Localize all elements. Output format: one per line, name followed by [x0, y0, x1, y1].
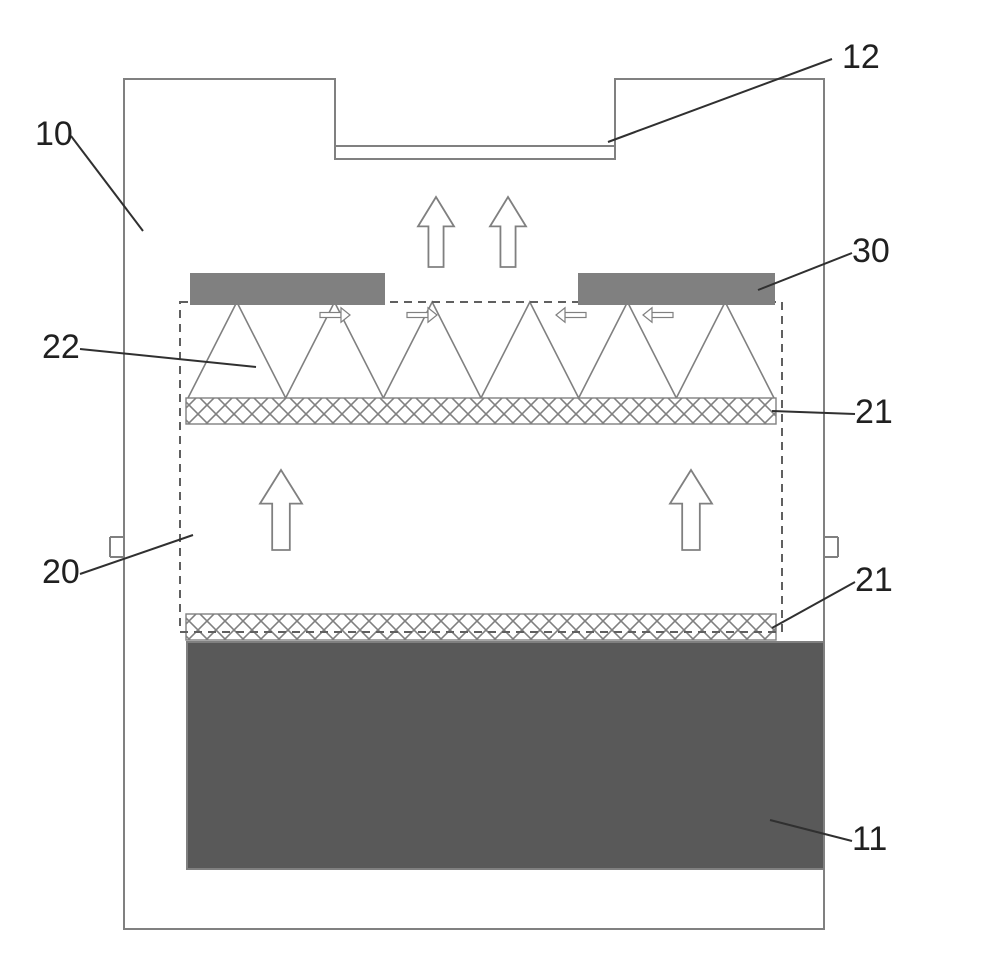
mesh-bar-1 [186, 614, 776, 640]
callout-label-21: 21 [855, 395, 893, 429]
callout-label-10: 10 [35, 117, 73, 151]
triangle [188, 302, 286, 398]
arrow-up [670, 470, 712, 550]
callout-label-22: 22 [42, 330, 80, 364]
triangle [676, 302, 774, 398]
callout-label-20: 20 [42, 555, 80, 589]
callout-label-30: 30 [852, 234, 890, 268]
arrow-up [260, 470, 302, 550]
mesh-bar-0 [186, 398, 776, 424]
arrow-up [418, 197, 454, 267]
tank [187, 642, 824, 869]
dashed-box [180, 302, 782, 632]
top-block-1 [578, 273, 775, 305]
callout-label-12: 12 [842, 40, 880, 74]
callout-label-21: 21 [855, 563, 893, 597]
diagram-svg [0, 0, 1000, 972]
top-block-0 [190, 273, 385, 305]
arrow-up [490, 197, 526, 267]
callout-label-11: 11 [852, 822, 887, 856]
